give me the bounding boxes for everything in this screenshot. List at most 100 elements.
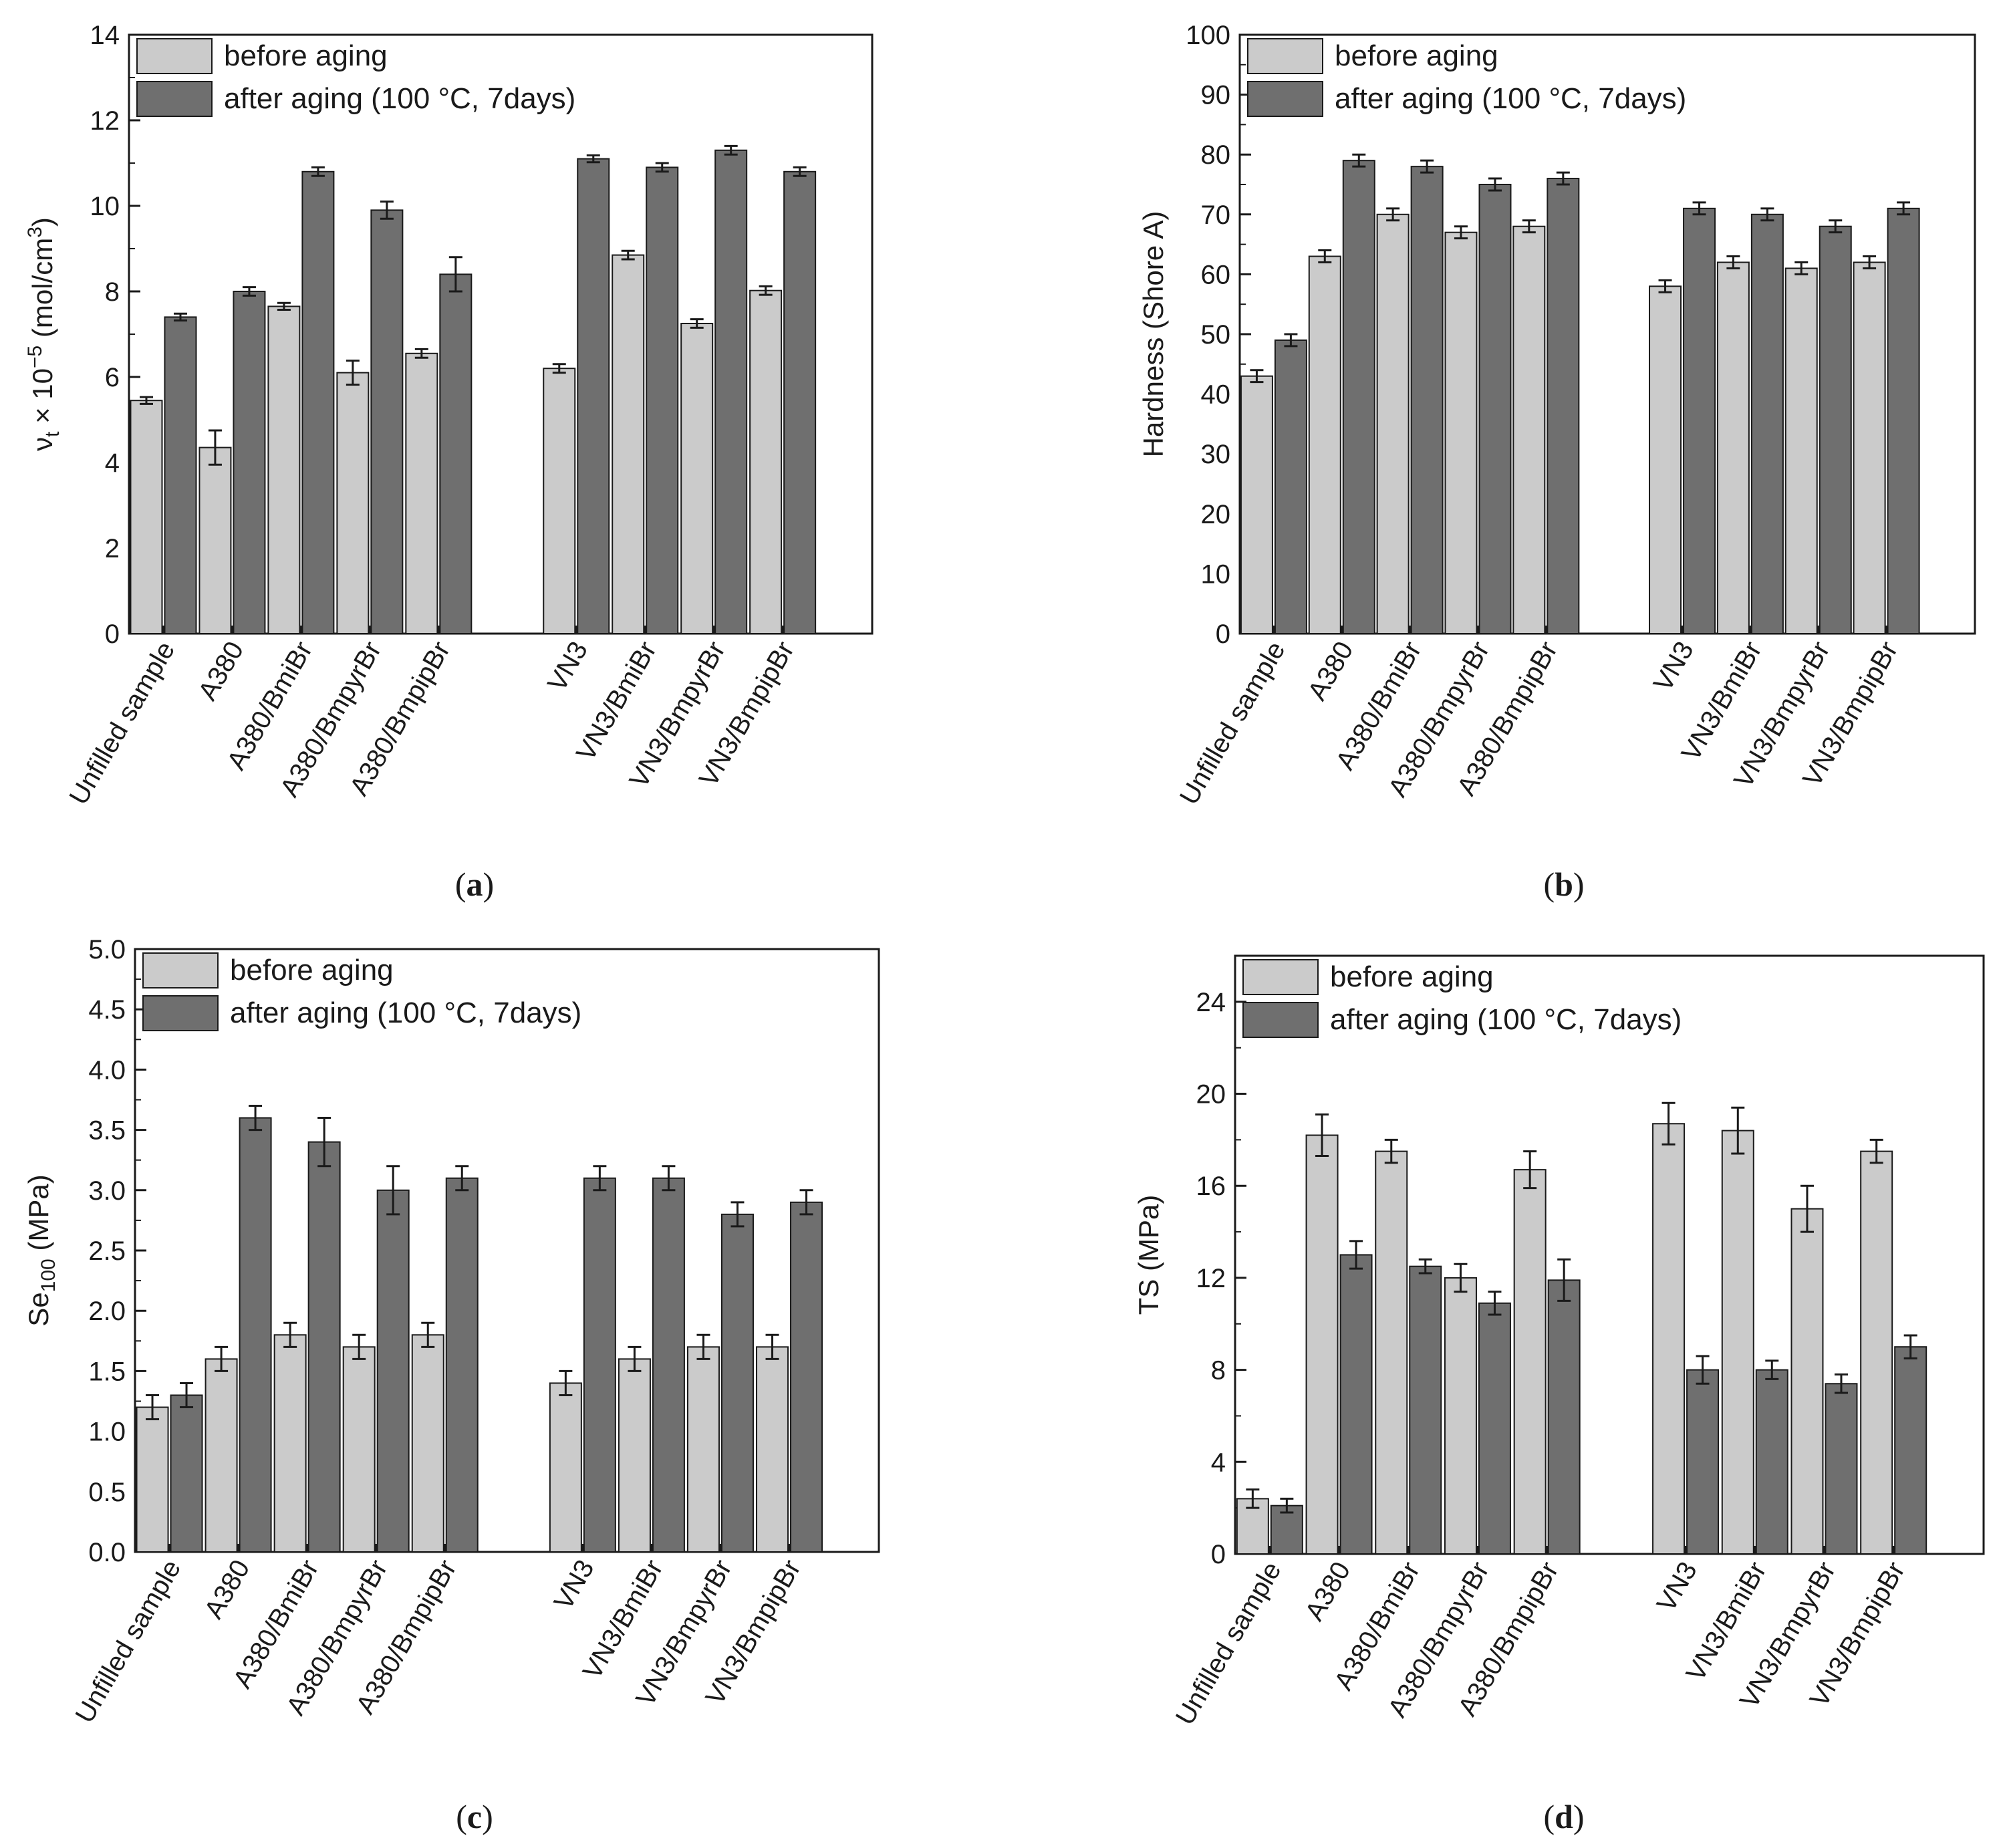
y-tick-label: 10 xyxy=(1201,559,1231,589)
y-tick-label: 30 xyxy=(1201,440,1231,469)
bar-before-aging-3 xyxy=(1444,231,1478,634)
y-tick-label: 8 xyxy=(1211,1356,1226,1385)
bar-after-aging-3 xyxy=(1478,1302,1511,1555)
bar-before-aging-6 xyxy=(1721,1130,1754,1555)
y-tick-label: 3.0 xyxy=(88,1176,126,1206)
y-tick-label: 0 xyxy=(105,620,120,649)
bar-after-aging-0 xyxy=(170,1394,203,1553)
bar-before-aging-4 xyxy=(405,352,438,634)
bar-before-aging-6 xyxy=(618,1358,651,1553)
y-tick-label: 2.5 xyxy=(88,1236,126,1266)
y-tick-label: 2 xyxy=(105,534,120,563)
bar-before-aging-5 xyxy=(1652,1123,1686,1555)
bar-before-aging-0 xyxy=(136,1406,169,1553)
y-axis-title: Se100 (MPa) xyxy=(23,1174,59,1326)
legend-label-before-aging: before aging xyxy=(224,39,388,72)
legend-swatch-before-aging xyxy=(142,952,219,988)
bar-before-aging-5 xyxy=(1649,285,1682,634)
bar-before-aging-5 xyxy=(549,1382,582,1553)
bar-after-aging-1 xyxy=(233,291,266,634)
bar-after-aging-1 xyxy=(1339,1254,1373,1555)
bar-before-aging-0 xyxy=(1240,375,1273,634)
y-tick-label: 90 xyxy=(1201,81,1231,110)
y-tick-label: 4.0 xyxy=(88,1055,126,1085)
bar-after-aging-3 xyxy=(376,1189,410,1553)
bar-before-aging-2 xyxy=(267,305,301,634)
y-tick-label: 14 xyxy=(90,21,120,50)
legend-swatch-before-aging xyxy=(1247,38,1323,74)
bar-before-aging-7 xyxy=(1790,1208,1824,1555)
legend-swatch-after-aging xyxy=(1247,81,1323,117)
bar-after-aging-3 xyxy=(370,209,404,634)
bar-before-aging-3 xyxy=(342,1346,376,1553)
bar-before-aging-2 xyxy=(273,1334,307,1553)
panel-label: (a) xyxy=(455,866,494,903)
bar-before-aging-5 xyxy=(543,368,576,634)
y-tick-label: 12 xyxy=(90,106,120,136)
y-tick-label: 12 xyxy=(1196,1264,1226,1293)
y-tick-label: 2.0 xyxy=(88,1297,126,1326)
plot-frame xyxy=(1234,954,1985,1555)
bar-after-aging-5 xyxy=(1686,1369,1720,1555)
legend-label-before-aging: before aging xyxy=(1330,960,1494,993)
bar-after-aging-0 xyxy=(1274,339,1307,634)
bar-after-aging-5 xyxy=(583,1177,616,1553)
legend-label-after-aging: after aging (100 °C, 7days) xyxy=(224,82,575,115)
legend-label-after-aging: after aging (100 °C, 7days) xyxy=(1335,82,1686,115)
bar-after-aging-7 xyxy=(714,149,748,635)
y-tick-label: 20 xyxy=(1201,500,1231,529)
chart-panel-c: 0.0 0.5 1.0 1.5 2.0 2.5 3.0 3.5 4.0 4.5 5.0 Se100 (… xyxy=(23,935,880,1835)
x-tick-label: Unfilled sample xyxy=(1174,636,1291,809)
bar-after-aging-8 xyxy=(1894,1346,1927,1555)
y-tick-label: 1.0 xyxy=(88,1418,126,1447)
bar-before-aging-4 xyxy=(1512,225,1546,635)
y-tick-label: 8 xyxy=(105,277,120,307)
bar-after-aging-7 xyxy=(1825,1383,1858,1555)
y-tick-label: 80 xyxy=(1201,140,1231,170)
legend-label-after-aging: after aging (100 °C, 7days) xyxy=(1330,1003,1682,1036)
y-tick-label: 60 xyxy=(1201,260,1231,289)
bar-after-aging-0 xyxy=(164,316,197,634)
y-tick-label: 70 xyxy=(1201,201,1231,230)
y-tick-label: 4.5 xyxy=(88,995,126,1025)
bar-after-aging-8 xyxy=(1887,207,1920,634)
bar-before-aging-7 xyxy=(1784,267,1818,634)
bar-before-aging-4 xyxy=(411,1334,444,1553)
legend-swatch-after-aging xyxy=(1242,1002,1319,1038)
x-tick-label: Unfilled sample xyxy=(1170,1557,1287,1730)
legend-swatch-after-aging xyxy=(136,81,213,117)
bar-after-aging-3 xyxy=(1478,184,1512,634)
y-axis-title: TS (MPa) xyxy=(1133,1195,1164,1315)
panel-label: (d) xyxy=(1543,1798,1584,1835)
bar-after-aging-8 xyxy=(790,1201,823,1553)
bar-before-aging-4 xyxy=(1513,1169,1547,1555)
bar-before-aging-6 xyxy=(1716,261,1750,635)
bar-after-aging-0 xyxy=(1270,1504,1303,1555)
y-axis-title: νt × 10−5 (mol/cm3) xyxy=(24,217,63,451)
bar-after-aging-2 xyxy=(301,170,335,634)
bar-after-aging-4 xyxy=(445,1177,479,1553)
y-tick-label: 3.5 xyxy=(88,1116,126,1146)
x-tick-label: VN3 xyxy=(1648,637,1700,696)
y-tick-label: 40 xyxy=(1201,380,1231,410)
bar-after-aging-7 xyxy=(1819,225,1852,635)
bar-after-aging-6 xyxy=(652,1177,685,1553)
bar-before-aging-8 xyxy=(756,1346,789,1553)
y-tick-label: 0.0 xyxy=(88,1538,126,1567)
bar-before-aging-7 xyxy=(686,1346,720,1553)
x-tick-label: VN3 xyxy=(549,1555,600,1615)
bar-before-aging-2 xyxy=(1375,1150,1408,1555)
bar-before-aging-6 xyxy=(612,254,645,635)
bar-before-aging-8 xyxy=(1853,261,1886,635)
bar-before-aging-3 xyxy=(336,372,370,634)
bar-after-aging-7 xyxy=(720,1213,754,1553)
bar-after-aging-2 xyxy=(1409,1265,1442,1555)
y-tick-label: 1.5 xyxy=(88,1357,126,1386)
bar-before-aging-1 xyxy=(198,446,232,634)
x-tick-label: VN3 xyxy=(542,637,593,696)
legend-label-before-aging: before aging xyxy=(230,954,394,986)
x-tick-label: Unfilled sample xyxy=(70,1555,186,1728)
y-tick-label: 4 xyxy=(105,448,120,478)
bar-after-aging-1 xyxy=(239,1117,272,1553)
